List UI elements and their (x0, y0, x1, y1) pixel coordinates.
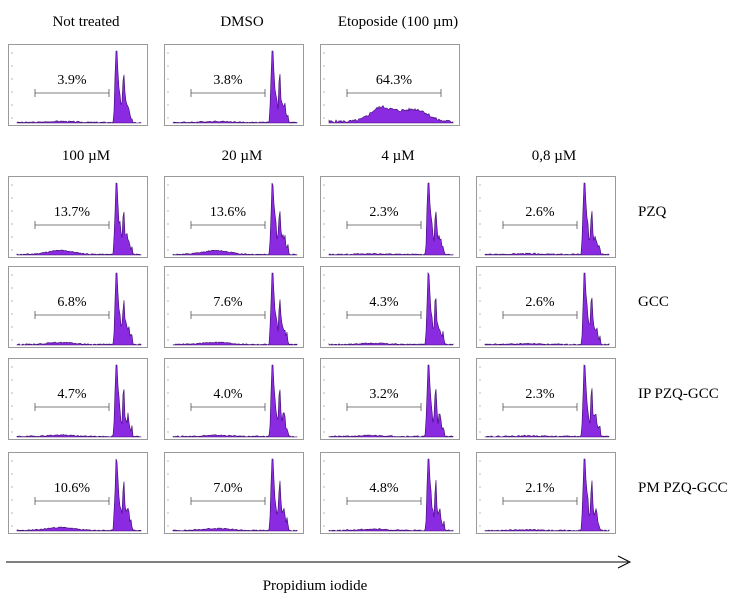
subg1-percent-label: 7.6% (213, 295, 243, 310)
concentration-header: 100 µM (61, 148, 111, 164)
subg1-percent-label: 13.6% (209, 205, 247, 220)
histogram-mark (172, 182, 298, 256)
histogram-mark (328, 105, 454, 124)
histogram-panel-r1-c3: 2.6% (476, 266, 616, 348)
histogram-mark (16, 182, 142, 256)
subg1-percent-label: 4.0% (213, 387, 243, 402)
subg1-percent-label: 2.3% (369, 205, 399, 220)
subg1-percent-label: 4.8% (369, 481, 399, 496)
row-label: PZQ (638, 204, 667, 220)
subg1-percent-label: 2.6% (525, 205, 555, 220)
histogram-mark (328, 272, 454, 346)
histogram-panel-r2-c1: 4.0% (164, 358, 304, 440)
histogram-panel-r0-c1: 13.6% (164, 176, 304, 258)
subg1-percent-label: 64.3% (375, 73, 413, 88)
histogram-mark (172, 458, 298, 532)
histogram-panel-r2-c3: 2.3% (476, 358, 616, 440)
column-header-top: Etoposide (100 µm) (337, 14, 459, 30)
histogram-mark (172, 50, 298, 124)
column-header-top: DMSO (220, 14, 264, 30)
histogram-panel-r2-c0: 4.7% (8, 358, 148, 440)
histogram-panel-r3-c3: 2.1% (476, 452, 616, 534)
histogram-mark (484, 364, 610, 438)
histogram-panel-top-0: 3.9% (8, 44, 148, 126)
histogram-mark (484, 458, 610, 532)
subg1-percent-label: 3.9% (57, 73, 87, 88)
histogram-panel-r3-c0: 10.6% (8, 452, 148, 534)
concentration-header: 4 µM (381, 148, 415, 164)
subg1-percent-label: 13.7% (53, 205, 91, 220)
histogram-panel-r0-c0: 13.7% (8, 176, 148, 258)
subg1-percent-label: 6.8% (57, 295, 87, 310)
histogram-panel-r2-c2: 3.2% (320, 358, 460, 440)
subg1-percent-label: 4.7% (57, 387, 87, 402)
subg1-percent-label: 3.8% (213, 73, 243, 88)
column-header-top: Not treated (52, 14, 120, 30)
histogram-mark (172, 272, 298, 346)
histogram-mark (328, 458, 454, 532)
histogram-mark (484, 182, 610, 256)
histogram-panel-r3-c1: 7.0% (164, 452, 304, 534)
histogram-mark (16, 364, 142, 438)
histogram-mark (484, 272, 610, 346)
histogram-mark (172, 364, 298, 438)
histogram-panel-r1-c1: 7.6% (164, 266, 304, 348)
x-axis-label: Propidium iodide (262, 578, 368, 594)
histogram-panel-r1-c2: 4.3% (320, 266, 460, 348)
subg1-percent-label: 4.3% (369, 295, 399, 310)
histogram-mark (16, 458, 142, 532)
row-label: GCC (638, 294, 669, 310)
subg1-percent-label: 10.6% (53, 481, 91, 496)
subg1-percent-label: 2.1% (525, 481, 555, 496)
subg1-percent-label: 2.3% (525, 387, 555, 402)
histogram-panel-top-1: 3.8% (164, 44, 304, 126)
subg1-percent-label: 3.2% (369, 387, 399, 402)
histogram-panel-top-2: 64.3% (320, 44, 460, 126)
histogram-mark (328, 182, 454, 256)
concentration-header: 0,8 µM (531, 148, 577, 164)
histogram-mark (16, 50, 142, 124)
histogram-panel-r3-c2: 4.8% (320, 452, 460, 534)
histogram-mark (328, 364, 454, 438)
concentration-header: 20 µM (221, 148, 263, 164)
row-label: IP PZQ-GCC (638, 386, 719, 402)
histogram-mark (16, 272, 142, 346)
histogram-panel-r0-c2: 2.3% (320, 176, 460, 258)
subg1-percent-label: 7.0% (213, 481, 243, 496)
subg1-percent-label: 2.6% (525, 295, 555, 310)
histogram-panel-r0-c3: 2.6% (476, 176, 616, 258)
histogram-panel-r1-c0: 6.8% (8, 266, 148, 348)
row-label: PM PZQ-GCC (638, 480, 728, 496)
